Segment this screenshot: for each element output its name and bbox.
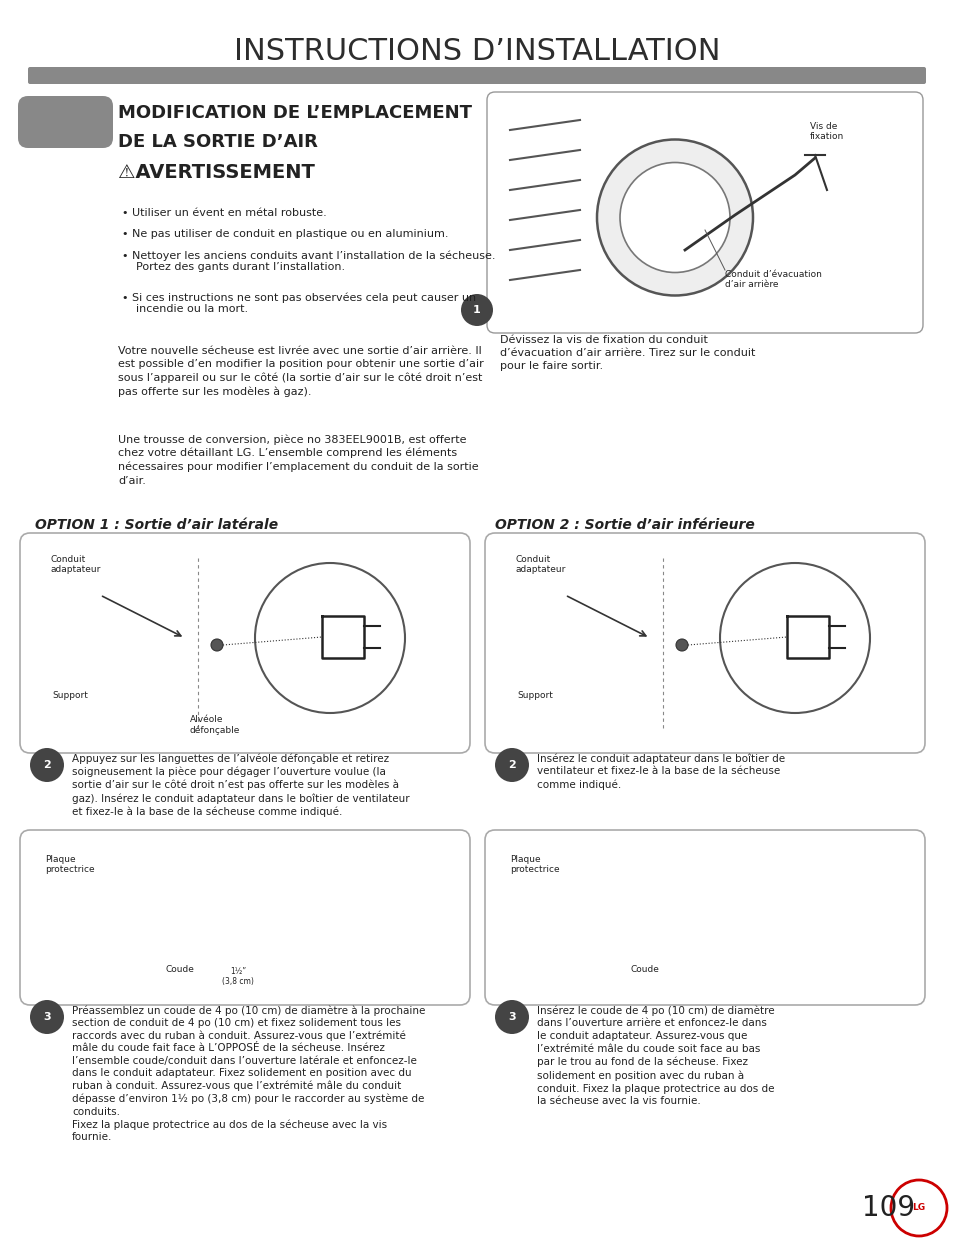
FancyBboxPatch shape	[20, 830, 470, 1006]
Text: Insérez le conduit adaptateur dans le boîtier de
ventilateur et fixez-le à la ba: Insérez le conduit adaptateur dans le bo…	[537, 753, 784, 789]
Text: • Nettoyer les anciens conduits avant l’installation de la sécheuse.
    Portez : • Nettoyer les anciens conduits avant l’…	[122, 250, 495, 272]
Circle shape	[619, 163, 729, 272]
Text: Conduit d’évacuation
d’air arrière: Conduit d’évacuation d’air arrière	[724, 270, 821, 290]
Circle shape	[30, 748, 64, 782]
Text: Vis de
fixation: Vis de fixation	[809, 122, 843, 142]
Text: OPTION 1 : Sortie d’air latérale: OPTION 1 : Sortie d’air latérale	[35, 518, 278, 532]
FancyBboxPatch shape	[28, 67, 925, 85]
Circle shape	[720, 563, 869, 713]
Text: 1: 1	[473, 305, 480, 314]
Text: Insérez le coude de 4 po (10 cm) de diamètre
dans l’ouverture arrière et enfonce: Insérez le coude de 4 po (10 cm) de diam…	[537, 1006, 774, 1106]
Text: ⚠AVERTISSEMENT: ⚠AVERTISSEMENT	[118, 163, 314, 181]
Text: INSTRUCTIONS D’INSTALLATION: INSTRUCTIONS D’INSTALLATION	[233, 37, 720, 66]
Text: Appuyez sur les languettes de l’alvéole défonçable et retirez
soigneusement la p: Appuyez sur les languettes de l’alvéole …	[71, 753, 409, 818]
Text: Votre nouvelle sécheuse est livrée avec une sortie d’air arrière. Il
est possibl: Votre nouvelle sécheuse est livrée avec …	[118, 346, 483, 397]
Circle shape	[597, 139, 752, 296]
FancyBboxPatch shape	[484, 830, 924, 1006]
Text: • Si ces instructions ne sont pas observées cela peut causer un
    incendie ou : • Si ces instructions ne sont pas observ…	[122, 292, 476, 314]
Text: Préassemblez un coude de 4 po (10 cm) de diamètre à la prochaine
section de cond: Préassemblez un coude de 4 po (10 cm) de…	[71, 1006, 425, 1142]
Text: Alvéole
défonçable: Alvéole défonçable	[190, 715, 240, 735]
Circle shape	[30, 1001, 64, 1034]
Text: Support: Support	[52, 691, 88, 700]
Text: LG: LG	[911, 1203, 924, 1212]
Text: Conduit
adaptateur: Conduit adaptateur	[50, 556, 100, 574]
Text: Plaque
protectrice: Plaque protectrice	[510, 855, 559, 874]
Circle shape	[254, 563, 405, 713]
Circle shape	[460, 295, 493, 326]
Circle shape	[495, 748, 529, 782]
Text: 109: 109	[862, 1195, 915, 1222]
Text: Coude: Coude	[629, 965, 659, 975]
Text: OPTION 2 : Sortie d’air inférieure: OPTION 2 : Sortie d’air inférieure	[495, 518, 754, 532]
Text: 2: 2	[43, 759, 51, 769]
Text: Dévissez la vis de fixation du conduit
d’évacuation d’air arrière. Tirez sur le : Dévissez la vis de fixation du conduit d…	[499, 336, 755, 372]
Text: Une trousse de conversion, pièce no 383EEL9001B, est offerte
chez votre détailla: Une trousse de conversion, pièce no 383E…	[118, 434, 478, 486]
FancyBboxPatch shape	[484, 533, 924, 753]
Text: • Utiliser un évent en métal robuste.: • Utiliser un évent en métal robuste.	[122, 208, 327, 218]
Text: • Ne pas utiliser de conduit en plastique ou en aluminium.: • Ne pas utiliser de conduit en plastiqu…	[122, 229, 448, 239]
Text: 1½”
(3,8 cm): 1½” (3,8 cm)	[222, 967, 253, 987]
Circle shape	[890, 1180, 946, 1236]
Circle shape	[495, 1001, 529, 1034]
FancyBboxPatch shape	[486, 92, 923, 333]
Circle shape	[211, 639, 223, 651]
FancyBboxPatch shape	[20, 533, 470, 753]
Text: DE LA SORTIE D’AIR: DE LA SORTIE D’AIR	[118, 133, 317, 150]
Text: 2: 2	[508, 759, 516, 769]
Text: Support: Support	[517, 691, 553, 700]
Text: 3: 3	[508, 1012, 516, 1022]
FancyBboxPatch shape	[18, 96, 112, 148]
Text: MODIFICATION DE L’EMPLACEMENT: MODIFICATION DE L’EMPLACEMENT	[118, 104, 472, 122]
Text: Conduit
adaptateur: Conduit adaptateur	[515, 556, 565, 574]
Text: 3: 3	[43, 1012, 51, 1022]
Circle shape	[676, 639, 687, 651]
Text: Plaque
protectrice: Plaque protectrice	[45, 855, 94, 874]
Text: Coude: Coude	[165, 965, 193, 975]
